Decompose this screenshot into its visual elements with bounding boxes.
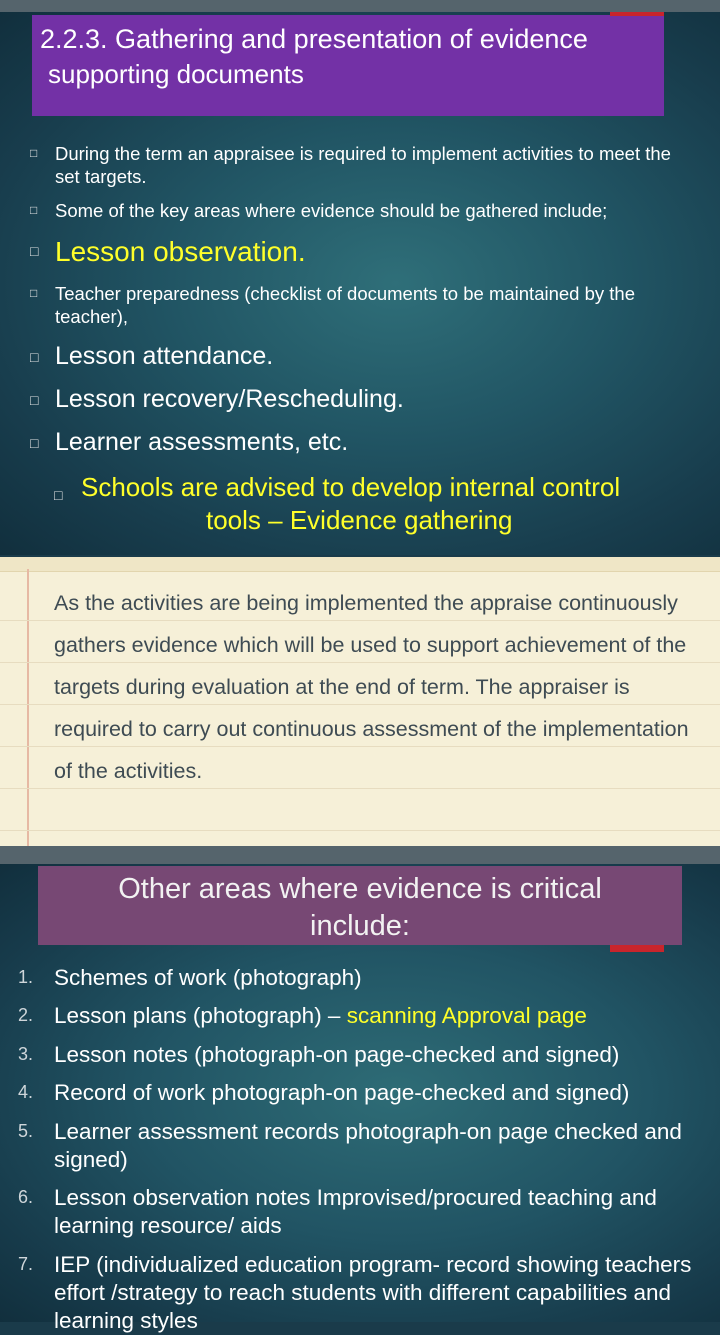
- bullet-box-icon: □: [30, 146, 38, 160]
- list-item-text-part: Lesson plans (photograph) –: [54, 1003, 347, 1028]
- accent-bar: [610, 12, 664, 16]
- slide-notebook-paragraph: As the activities are being implemented …: [0, 557, 720, 846]
- list-number: 7.: [18, 1254, 34, 1274]
- bullet-box-icon: □: [54, 487, 63, 503]
- list-item-text: Lesson notes (photograph-on page-checked…: [54, 1042, 620, 1067]
- slide-other-areas: Other areas where evidence is critical i…: [0, 864, 720, 1333]
- slide-title-line2: include:: [310, 910, 410, 942]
- slide-title-box: 2.2.3. Gathering and presentation of evi…: [32, 15, 664, 116]
- slide-title-box: Other areas where evidence is critical i…: [38, 866, 682, 945]
- bullet-box-icon: □: [30, 203, 38, 217]
- bullet-text: Teacher preparedness (checklist of docum…: [55, 283, 635, 327]
- slide-evidence-gathering: 2.2.3. Gathering and presentation of evi…: [0, 12, 720, 555]
- paper-rule-line: [0, 746, 720, 747]
- slide-separator-bar: [0, 846, 720, 864]
- bullet-box-icon: □: [30, 392, 39, 408]
- accent-bar: [610, 945, 664, 952]
- slide-title-line1: 2.2.3. Gathering and presentation of evi…: [40, 24, 588, 54]
- slide-title-line2: supporting documents: [48, 59, 304, 89]
- paper-rule-line: [0, 620, 720, 621]
- paper-torn-edge: [0, 557, 720, 572]
- paragraph-text: As the activities are being implemented …: [54, 591, 689, 783]
- top-separator-bar: [0, 0, 720, 12]
- slide-title-line1: Other areas where evidence is critical: [118, 873, 602, 905]
- list-number: 3.: [18, 1044, 34, 1064]
- bullet-text: Learner assessments, etc.: [55, 428, 349, 456]
- bullet-text: Some of the key areas where evidence sho…: [55, 200, 608, 221]
- bullet-text: Lesson recovery/Rescheduling.: [55, 385, 404, 413]
- bullet-box-icon: □: [30, 435, 39, 451]
- list-number: 1.: [18, 967, 34, 987]
- list-item-text: Learner assessment records photograph-on…: [54, 1119, 682, 1172]
- paper-rule-line: [0, 830, 720, 831]
- callout-line1: Schools are advised to develop internal …: [81, 472, 621, 502]
- list-item-text: Lesson observation notes Improvised/proc…: [54, 1185, 657, 1238]
- list-item-highlight: scanning Approval page: [346, 1003, 587, 1028]
- paper-rule-line: [0, 704, 720, 705]
- paper-margin-line: [27, 569, 29, 846]
- bullet-text: Lesson attendance.: [55, 342, 274, 370]
- bullet-box-icon: □: [30, 286, 38, 300]
- list-item-text: IEP (individualized education program- r…: [54, 1252, 692, 1333]
- paper-rule-line: [0, 788, 720, 789]
- list-item-text: Schemes of work (photograph): [54, 965, 362, 990]
- bullet-box-icon: □: [30, 349, 39, 365]
- list-number: 5.: [18, 1121, 34, 1141]
- bullet-box-icon: □: [30, 243, 39, 259]
- bullet-text-highlight: Lesson observation.: [55, 236, 306, 267]
- bullet-text: During the term an appraisee is required…: [55, 143, 671, 187]
- list-item-text: Lesson plans (photograph) – scanning App…: [54, 1002, 694, 1030]
- list-item-text: Record of work photograph-on page-checke…: [54, 1080, 630, 1105]
- paper-rule-line: [0, 662, 720, 663]
- callout-line2: tools – Evidence gathering: [206, 505, 513, 535]
- list-number: 6.: [18, 1187, 34, 1207]
- list-number: 2.: [18, 1005, 34, 1025]
- list-number: 4.: [18, 1082, 34, 1102]
